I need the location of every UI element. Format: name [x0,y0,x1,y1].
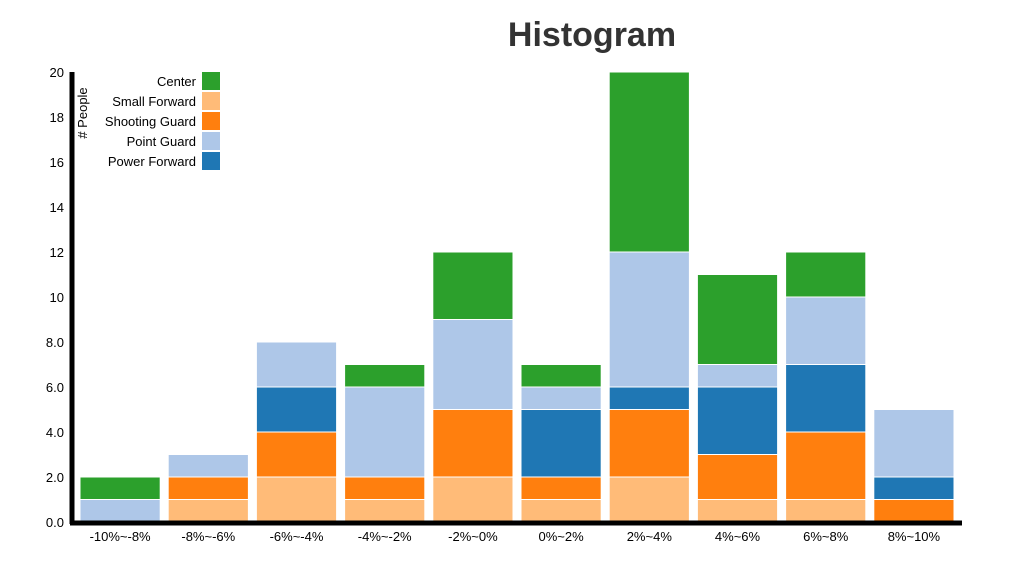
bar-segment [167,454,249,478]
legend-label: Center [157,74,197,89]
bar-segment [79,476,161,500]
y-tick-label: 18 [50,110,64,125]
bar-segment [79,499,161,523]
bar-segment [608,71,690,253]
plot-area [79,71,955,523]
x-tick-label: 6%~8% [803,529,849,544]
bar-segment [432,319,514,410]
bar-segment [696,454,779,500]
y-axis-label: # People [75,87,90,138]
x-tick-label: -8%~-6% [181,529,235,544]
legend-swatch [202,112,220,130]
bar-segment [785,431,867,500]
bar-segment [432,409,514,478]
y-tick-label: 20 [50,65,64,80]
x-tick-label: -4%~-2% [358,529,412,544]
legend-label: Point Guard [127,134,196,149]
bar-segment [696,499,779,523]
x-tick-label: -6%~-4% [270,529,324,544]
bar-segment [608,476,690,523]
bar-segment [167,499,249,523]
bar-segment [255,386,338,433]
bar-segment [167,476,249,500]
bar-segment [785,251,867,298]
bar-segment [696,364,779,388]
legend-label: Shooting Guard [105,114,196,129]
y-axis-ticks: 0.0 2.0 4.0 6.0 8.0 10 12 14 16 18 20 [46,65,64,530]
x-tick-label: -2%~0% [448,529,498,544]
legend-swatch [202,72,220,90]
bar-segment [608,386,690,410]
y-tick-label: 0.0 [46,515,64,530]
legend-label: Power Forward [108,154,196,169]
x-tick-label: 2%~4% [627,529,673,544]
y-tick-label: 14 [50,200,64,215]
x-tick-label: 4%~6% [715,529,761,544]
bar-segment [520,409,602,478]
y-tick-label: 10 [50,290,64,305]
legend-swatch [202,92,220,110]
bar-segment [520,386,602,410]
bar-segment [344,476,426,500]
bar-segment [608,409,690,478]
bar-segment [255,341,338,388]
bar-segment [785,296,867,365]
bar-segment [696,274,779,365]
x-tick-label: 0%~2% [539,529,585,544]
x-tick-label: 8%~10% [888,529,941,544]
bar-segment [344,364,426,388]
y-tick-label: 16 [50,155,64,170]
chart-legend: Center Small Forward Shooting Guard Point G… [105,72,220,170]
bar-segment [873,499,955,523]
bar-segment [520,364,602,388]
x-axis-ticks: -10%~-8% -8%~-6% -6%~-4% -4%~-2% -2%~0% 0%~2%… [90,529,941,544]
y-tick-label: 12 [50,245,64,260]
bar-segment [608,251,690,388]
x-tick-label: -10%~-8% [90,529,151,544]
y-tick-label: 8.0 [46,335,64,350]
legend-swatch [202,152,220,170]
chart-title: Histogram [508,16,676,54]
legend-label: Small Forward [112,94,196,109]
bar-segment [432,251,514,320]
bar-segment [432,476,514,523]
legend-swatch [202,132,220,150]
bar-segment [785,364,867,433]
bar-segment [344,499,426,523]
bar-segment [255,476,338,523]
bar-segment [873,409,955,478]
bar-segment [873,476,955,500]
bar-segment [520,476,602,500]
bar-segment [520,499,602,523]
bar-segment [785,499,867,523]
y-tick-label: 2.0 [46,470,64,485]
bar-segment [255,431,338,478]
bar-segment [696,386,779,455]
y-tick-label: 6.0 [46,380,64,395]
y-tick-label: 4.0 [46,425,64,440]
bar-segment [344,386,426,478]
